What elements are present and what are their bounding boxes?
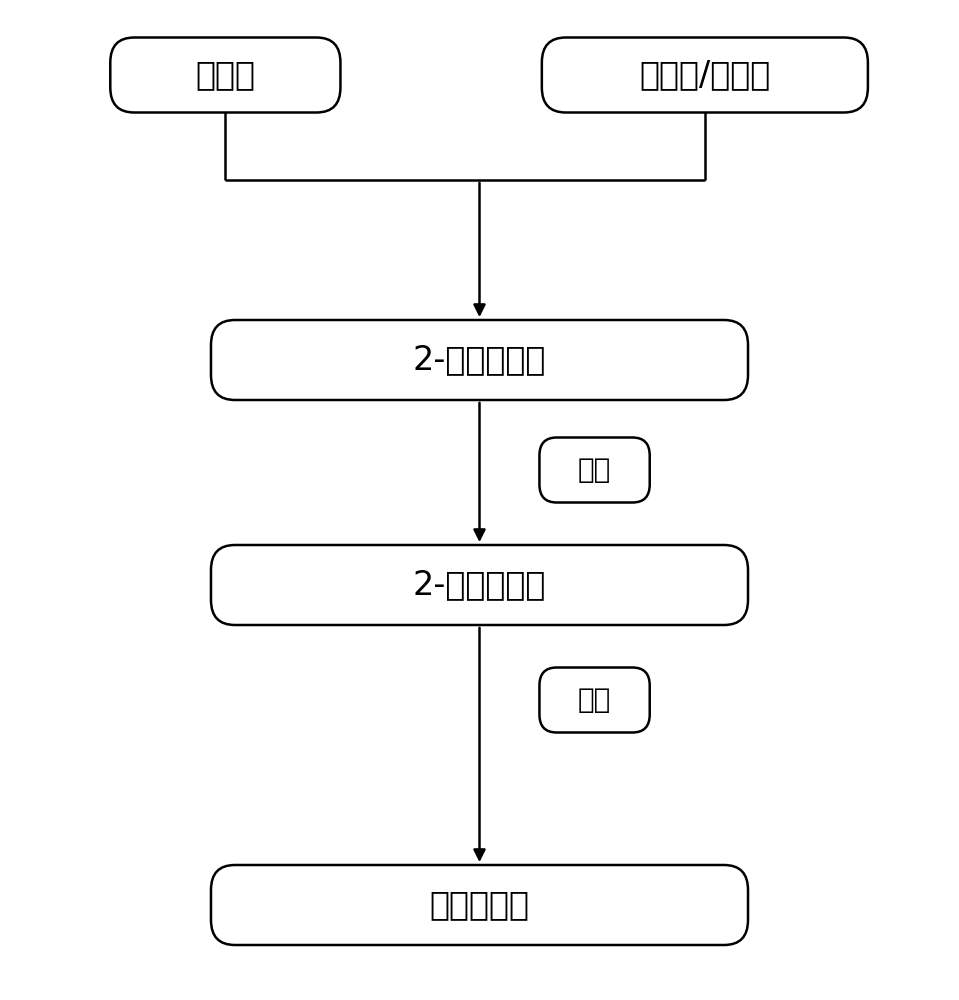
FancyBboxPatch shape [211, 545, 748, 625]
FancyBboxPatch shape [211, 865, 748, 945]
Text: 氧化: 氧化 [578, 686, 611, 714]
FancyBboxPatch shape [539, 438, 650, 502]
Text: 2-羟基苯乙酮: 2-羟基苯乙酮 [412, 568, 547, 601]
FancyBboxPatch shape [542, 37, 868, 112]
FancyBboxPatch shape [110, 37, 340, 112]
Text: 水解: 水解 [578, 456, 611, 484]
Text: 苯甲酰甲酸: 苯甲酰甲酸 [430, 888, 529, 922]
Text: 苯乙烯: 苯乙烯 [196, 58, 255, 92]
Text: 双氧水/氢溴酸: 双氧水/氢溴酸 [640, 58, 770, 92]
FancyBboxPatch shape [211, 320, 748, 400]
FancyBboxPatch shape [539, 668, 650, 732]
Text: 2-溴代苯乙酮: 2-溴代苯乙酮 [412, 344, 547, 376]
